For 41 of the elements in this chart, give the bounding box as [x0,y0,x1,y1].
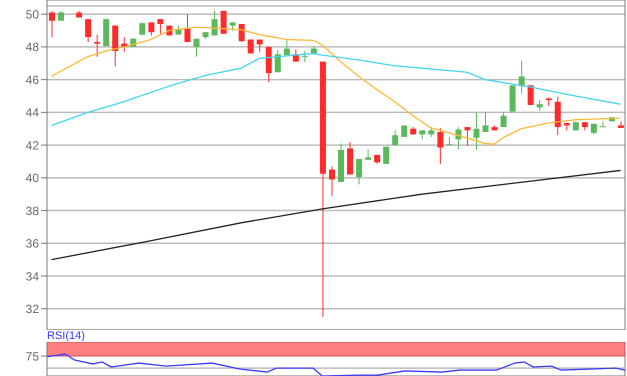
text: 75 [26,349,40,364]
candlestick [428,126,434,138]
candlestick [500,112,507,128]
y-tick-label: 38 [26,204,40,218]
candlestick [392,130,398,146]
candlestick [139,22,146,36]
candlestick [238,24,245,42]
y-tick-label: 42 [26,138,40,152]
chart-title: RSI(14) [47,330,86,342]
candlestick [328,166,335,196]
y-tick-label: 40 [26,171,40,186]
candlestick [437,127,444,164]
y-tick-label: 48 [26,40,40,54]
candlestick [536,100,543,112]
candlestick [284,40,290,56]
candlestick [365,148,372,160]
line-series [50,170,622,260]
candlestick [356,158,362,185]
candlestick [184,14,190,42]
candlestick [473,112,480,150]
y-tick-label: 44 [26,106,40,120]
candlestick [248,39,254,54]
y-tick-label: 50 [26,7,40,22]
candlestick [383,146,390,164]
candlestick [212,10,218,36]
candlestick [49,10,55,38]
candlestick [446,136,452,146]
candlestick [94,34,100,58]
candlestick [482,112,488,132]
candlestick [302,50,308,63]
candlestick [256,39,263,52]
y-tick-label: 32 [26,302,40,316]
candlestick [274,50,281,73]
candlestick [157,18,164,34]
y-tick-label: 34 [26,269,40,284]
candlestick [148,22,154,36]
y-tick-label: 46 [26,72,40,87]
y-tick-label: 36 [26,236,40,251]
candlestick [194,38,200,58]
candlestick [85,18,92,42]
candlestick [464,126,470,146]
